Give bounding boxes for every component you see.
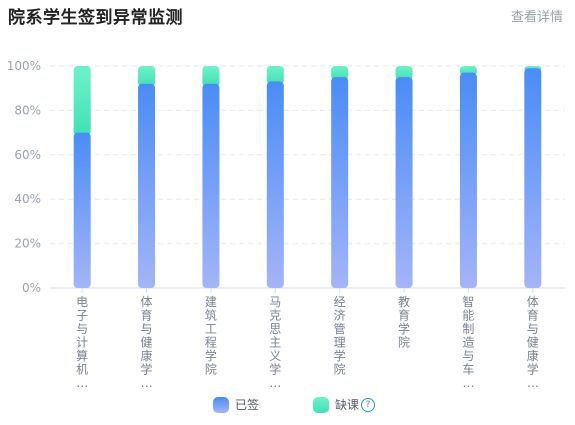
y-tick-label: 80% <box>14 103 41 117</box>
y-tick-label: 40% <box>14 192 41 206</box>
y-axis-ticks: 0% 20% 40% 60% 80% 100% <box>7 59 41 295</box>
y-tick-label: 100% <box>7 59 41 73</box>
bar-signed[interactable] <box>202 83 220 288</box>
bars <box>73 66 542 288</box>
chart-title: 院系学生签到异常监测 <box>8 8 183 28</box>
bar-signed[interactable] <box>73 132 91 288</box>
x-tick-label: 建筑工程学院 <box>205 295 217 377</box>
bar-signed[interactable] <box>138 83 156 288</box>
legend-swatch-absent <box>313 396 329 413</box>
x-tick-label: 智能制造与车… <box>462 294 474 390</box>
legend-item-absent[interactable]: 缺课 ? <box>313 396 376 413</box>
x-axis-ticks: 电子与计算机… 体育与健康学… 建筑工程学院 马克思主义学… 经济管理学院 教育学院 智能制… <box>76 288 539 390</box>
legend-label-absent: 缺课 <box>335 398 360 412</box>
chart-legend: 已签 缺课 ? <box>0 396 575 420</box>
bar-signed[interactable] <box>395 77 413 288</box>
x-tick-label: 马克思主义学… <box>269 295 281 390</box>
bar-absent[interactable] <box>266 66 284 85</box>
legend-item-signed[interactable]: 已签 <box>213 396 259 413</box>
bar-absent[interactable] <box>331 66 349 81</box>
view-details-link[interactable]: 查看详情 <box>510 10 563 25</box>
bar-signed[interactable] <box>459 72 477 288</box>
help-icon[interactable]: ? <box>361 397 376 412</box>
bar-signed[interactable] <box>524 68 542 288</box>
bar-absent[interactable] <box>395 66 413 81</box>
x-tick-label: 教育学院 <box>398 294 410 350</box>
legend-swatch-signed <box>213 396 229 413</box>
chart-header: 院系学生签到异常监测 查看详情 <box>0 0 575 32</box>
y-tick-label: 0% <box>22 281 41 295</box>
stacked-bar-chart: 0% 20% 40% 60% 80% 100% 电子与计算机… 体育与健康学… 建筑工程学院 马… <box>7 59 565 390</box>
x-tick-label: 体育与健康学… <box>141 295 153 390</box>
x-tick-label: 电子与计算机… <box>76 295 88 390</box>
grid-lines <box>50 65 565 289</box>
bar-absent[interactable] <box>138 66 156 87</box>
bar-absent[interactable] <box>73 66 91 136</box>
x-tick-label: 经济管理学院 <box>334 295 346 377</box>
legend-label-signed: 已签 <box>235 398 260 412</box>
bar-absent[interactable] <box>202 66 220 87</box>
bar-signed[interactable] <box>266 81 284 288</box>
y-tick-label: 60% <box>14 148 41 162</box>
y-tick-label: 20% <box>14 237 41 251</box>
bar-signed[interactable] <box>331 77 349 288</box>
x-tick-label: 体育与健康学… <box>527 295 539 390</box>
